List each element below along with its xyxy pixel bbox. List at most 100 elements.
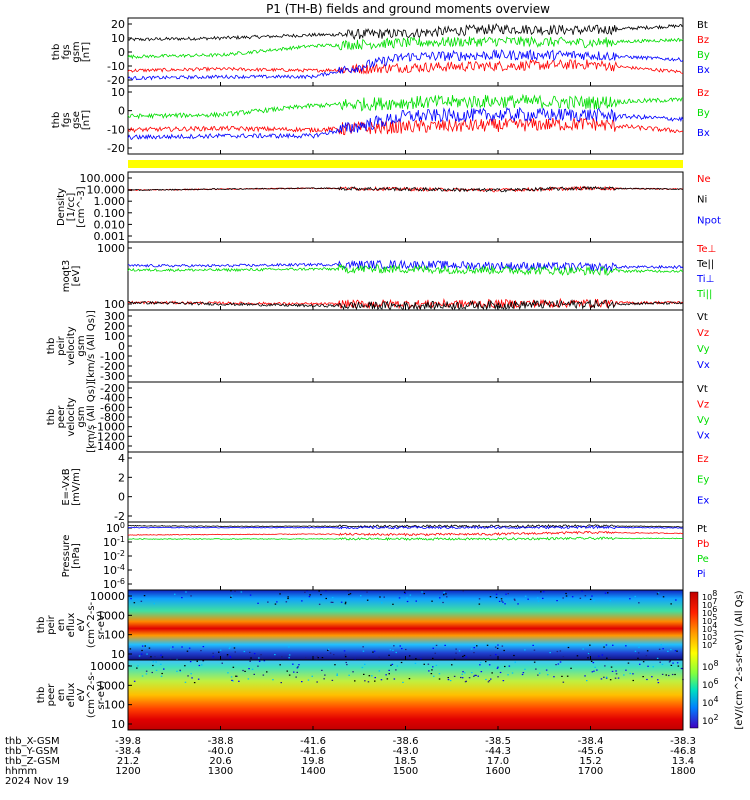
spectrogram-noise <box>229 656 232 659</box>
spectrogram-noise <box>316 655 318 657</box>
y-tick-label: -600 <box>100 401 125 414</box>
spectrogram-noise <box>438 678 441 680</box>
trace-Bz <box>127 117 684 136</box>
spectrogram-noise <box>464 672 466 674</box>
spectrogram-noise <box>332 601 334 603</box>
spectrogram-noise <box>172 646 174 648</box>
spectrogram-noise <box>395 669 397 671</box>
legend-Vx: Vx <box>697 360 710 371</box>
legend-Vy: Vy <box>697 415 710 426</box>
spectrogram-noise <box>603 646 605 648</box>
legend-Ni: Ni <box>697 195 707 206</box>
spectrogram-noise <box>295 676 297 678</box>
spectrogram-noise <box>360 595 362 597</box>
spectrogram-noise <box>461 677 464 679</box>
panel-peir-spec: 10000 1000 100 10 thbpeirenefluxeV(cm^2-s-sr… <box>36 589 684 662</box>
legend-Vy: Vy <box>697 344 710 355</box>
spectrogram-noise <box>363 673 365 675</box>
spectrogram-noise <box>527 598 529 600</box>
spectrogram-noise <box>593 670 595 672</box>
xaxis-value: 1300 <box>208 766 233 777</box>
y-tick-label: 20 <box>111 18 125 31</box>
spectrogram-noise <box>161 672 163 675</box>
xaxis-row-label: thb_X-GSM <box>5 736 60 747</box>
spectrogram-noise <box>321 657 324 659</box>
spectrogram-noise <box>674 650 677 652</box>
spectrogram-noise <box>262 674 265 676</box>
spectrogram-noise <box>152 661 155 663</box>
legend-Vt: Vt <box>697 384 708 395</box>
spectrogram-noise <box>594 666 596 668</box>
spectrogram-noise <box>345 661 347 664</box>
spectrogram-noise <box>230 676 233 678</box>
spectrogram-noise <box>427 663 430 665</box>
spectrogram-noise <box>240 591 243 593</box>
spectrogram-noise <box>249 660 251 662</box>
spectrogram-noise <box>349 593 352 595</box>
y-tick-label: -2 <box>114 510 125 523</box>
spectrogram-noise <box>497 676 499 678</box>
y-tick-label: -1200 <box>93 430 125 443</box>
spectrogram-noise <box>288 657 290 659</box>
spectrogram-noise <box>361 666 364 669</box>
spectrogram-noise <box>305 657 307 659</box>
trace-Ti|| <box>127 263 683 276</box>
colorbar-tick: 106 <box>702 605 717 618</box>
spectrogram-noise <box>331 597 334 599</box>
spectrogram-noise <box>543 591 545 593</box>
spectrogram-noise <box>623 674 625 676</box>
legend-Bx: Bx <box>697 128 710 139</box>
spectrogram-noise <box>637 657 639 659</box>
spectrogram-noise <box>549 652 551 654</box>
spectrogram-noise <box>395 651 397 654</box>
spectrogram-noise <box>592 662 595 664</box>
y-tick-label: -400 <box>100 392 125 405</box>
spectrogram-noise <box>504 603 506 605</box>
spectrogram-noise <box>288 658 291 660</box>
spectrogram-noise <box>267 601 269 603</box>
spectrogram-noise <box>261 658 264 660</box>
spectrogram-noise <box>390 664 392 666</box>
spectrogram-noise <box>431 669 433 671</box>
spectrogram-noise <box>576 655 579 657</box>
spectrogram-noise <box>423 593 425 595</box>
colorbar-tick: 108 <box>702 589 717 602</box>
spectrogram-noise <box>605 676 608 678</box>
spectrogram-noise <box>160 675 163 677</box>
spectrogram-noise <box>161 656 164 658</box>
spectrogram-noise <box>463 654 466 657</box>
spectrogram-noise <box>243 650 246 653</box>
spectrogram-noise <box>263 660 266 662</box>
spectrogram-noise <box>198 664 201 667</box>
spectrogram-noise <box>318 590 320 592</box>
spectrogram-noise <box>334 664 336 666</box>
spectrogram-noise <box>566 675 569 677</box>
spectrogram-noise <box>646 650 649 652</box>
spectrogram-noise <box>590 660 593 662</box>
spectrogram-noise <box>331 679 334 681</box>
spectrogram-noise <box>409 594 412 596</box>
trace-Pe <box>127 536 684 542</box>
spectrogram-noise <box>253 673 255 675</box>
spectrogram-noise <box>148 657 150 659</box>
spectrogram-noise <box>614 677 617 679</box>
plot-frame <box>128 452 683 522</box>
spectrogram-noise <box>473 647 475 649</box>
spectrogram-noise <box>468 677 471 679</box>
spectrogram-noise <box>279 593 281 595</box>
spectrogram-noise <box>170 648 172 650</box>
spectrogram-noise <box>538 672 541 674</box>
spectrogram-noise <box>388 673 390 675</box>
spectrogram-noise <box>423 663 425 665</box>
legend-Pe: Pe <box>697 554 709 565</box>
spectrogram-noise <box>435 664 438 666</box>
spectrogram-noise <box>670 664 673 666</box>
spectrogram-noise <box>181 597 183 599</box>
spectrogram-noise <box>133 680 136 682</box>
spectrogram-noise <box>266 671 268 673</box>
spectrogram-noise <box>330 601 333 603</box>
spectrogram-noise <box>629 672 631 675</box>
spectrogram-noise <box>582 648 584 650</box>
spectrogram-noise <box>257 665 259 667</box>
